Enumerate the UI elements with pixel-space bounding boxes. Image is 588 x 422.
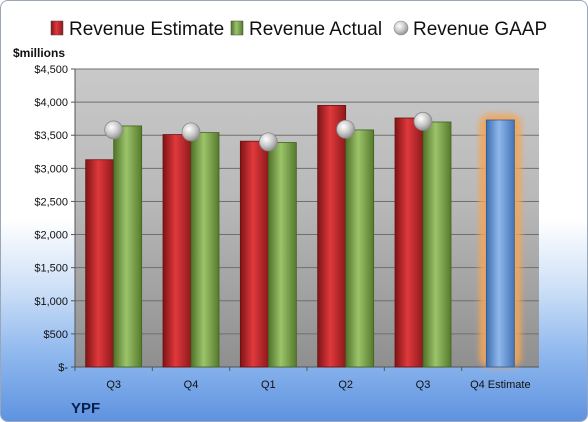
bar-revenue-actual xyxy=(345,129,375,368)
y-tick-label: $2,500 xyxy=(34,196,68,208)
y-tick-label: $1,500 xyxy=(34,263,68,275)
y-tick-label: $4,500 xyxy=(34,64,68,76)
marker-revenue-gaap xyxy=(336,119,356,139)
y-tick-label: $4,000 xyxy=(34,97,68,109)
y-tick-label: $3,500 xyxy=(34,130,68,142)
y-tick-label: $2,000 xyxy=(34,230,68,242)
marker-revenue-gaap xyxy=(258,132,278,152)
marker-revenue-gaap xyxy=(413,111,433,131)
ticker-label: YPF xyxy=(71,400,100,417)
legend-label-revenue-gaap: Revenue GAAP xyxy=(413,19,547,40)
legend-label-revenue-actual: Revenue Actual xyxy=(249,19,382,40)
x-tick-label: Q3 xyxy=(106,379,121,391)
y-tick-label: $3,000 xyxy=(34,163,68,175)
plot-background xyxy=(75,69,539,367)
bar-revenue-actual xyxy=(422,121,452,368)
legend-swatch-revenue-gaap xyxy=(393,20,409,36)
x-tick-label: Q1 xyxy=(261,379,276,391)
legend-label-revenue-estimate: Revenue Estimate xyxy=(69,19,224,40)
bar-revenue-actual xyxy=(190,132,220,368)
y-tick-label: $- xyxy=(58,362,68,374)
bar-revenue-estimate xyxy=(85,159,115,368)
y-axis-unit-label: $millions xyxy=(13,46,65,60)
x-tick-label: Q4 xyxy=(184,379,199,391)
y-tick-label: $1,000 xyxy=(34,296,68,308)
bar-revenue-estimate xyxy=(239,140,269,368)
bar-revenue-estimate xyxy=(317,105,347,368)
x-tick-label: Q4 Estimate xyxy=(470,379,531,391)
legend-swatch-revenue-actual xyxy=(230,20,244,36)
bar-revenue-actual xyxy=(113,125,143,368)
bar-revenue-estimate xyxy=(394,117,424,368)
bar-revenue-estimate xyxy=(162,134,192,368)
plot-area: $4,500 $4,000 $3,500 $3,000 $2,500 $2,000 $1,5… xyxy=(34,64,539,391)
marker-revenue-gaap xyxy=(104,120,124,140)
marker-revenue-gaap xyxy=(181,122,201,142)
bar-revenue-actual xyxy=(267,142,297,368)
legend-swatch-revenue-estimate xyxy=(50,20,64,36)
bar-revenue-actual xyxy=(485,119,515,368)
legend: Revenue Estimate Revenue Actual Revenue GA… xyxy=(50,19,547,40)
y-tick-label: $500 xyxy=(44,329,68,341)
x-tick-label: Q3 xyxy=(416,379,431,391)
x-tick-label: Q2 xyxy=(338,379,353,391)
